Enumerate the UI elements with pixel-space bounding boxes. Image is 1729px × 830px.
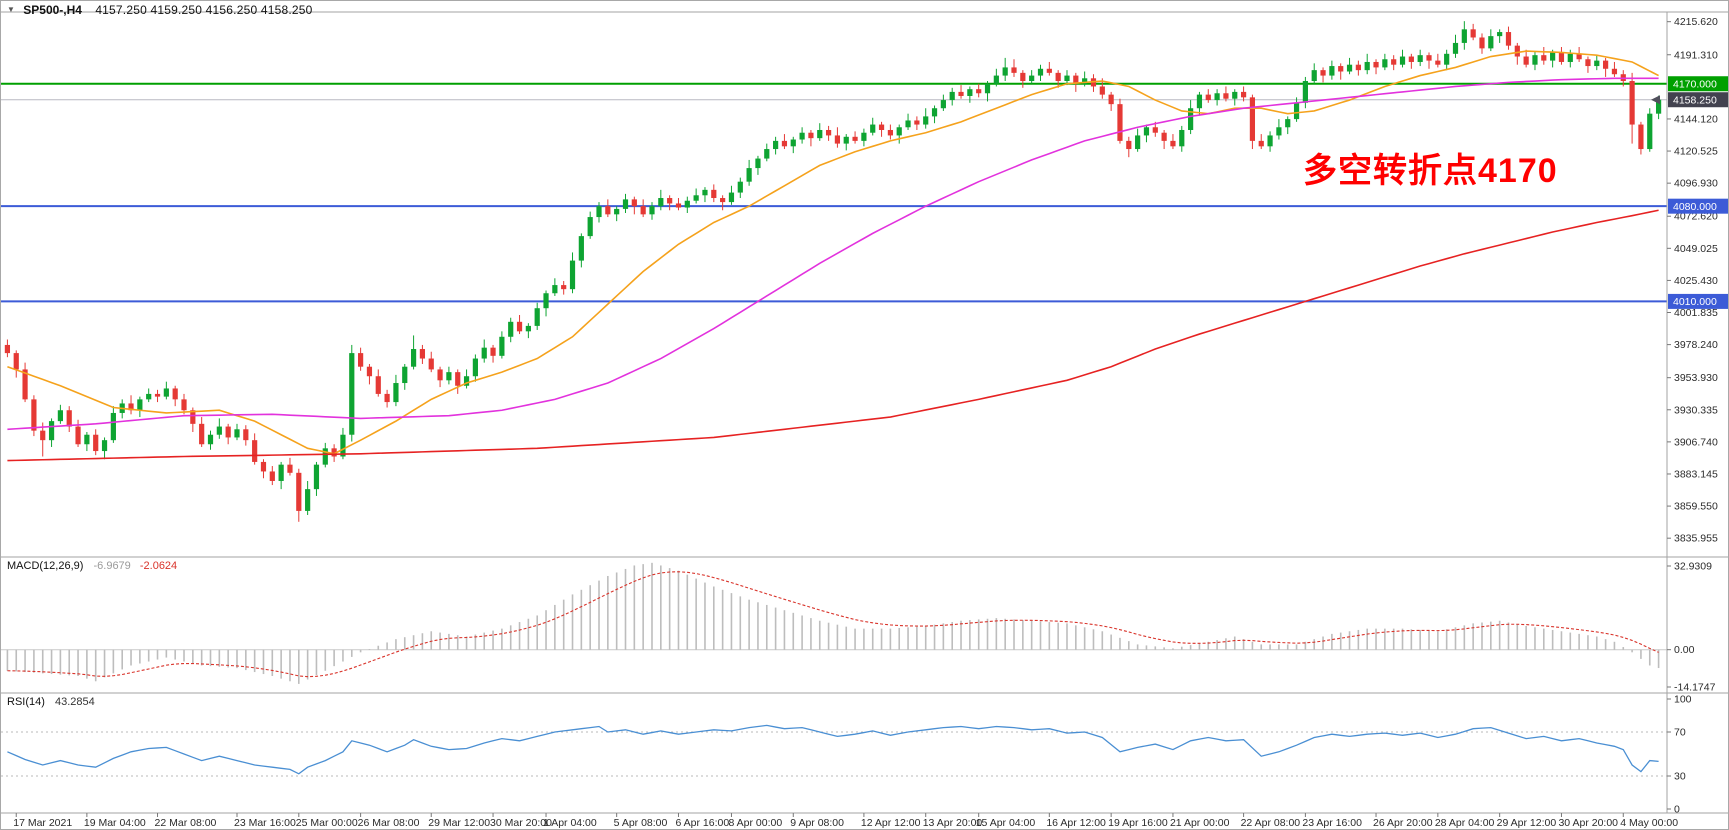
time-axis-label: 15 Apr 04:00 [976,817,1036,829]
last-price-marker [1651,95,1660,105]
price-axis-labels: 4215.620 4191.310 4144.120 4120.525 4096.930… [1667,16,1718,545]
time-axis-label: 1 Apr 04:00 [543,817,597,829]
macd-axis-label: 0.00 [1674,644,1695,656]
rsi-axis-label: 100 [1674,694,1692,706]
time-axis-label: 8 Apr 00:00 [728,817,782,829]
price-axis[interactable] [1667,1,1729,813]
time-axis-label: 23 Apr 16:00 [1302,817,1362,829]
time-axis-label: 17 Mar 2021 [13,817,72,829]
rsi-value: 43.2854 [54,696,95,708]
ohlc-values: 4157.250 4159.250 4156.250 4158.250 [95,3,313,17]
price-axis-label: 3883.145 [1674,468,1718,480]
price-axis-label: 3906.740 [1674,436,1718,448]
price-axis-label: 4025.430 [1674,275,1718,287]
svg-text:4158.250: 4158.250 [1673,95,1717,107]
rsi-axis-label: 70 [1674,727,1686,739]
time-axis-label: 6 Apr 16:00 [675,817,729,829]
time-axis-label: 30 Mar 20:00 [490,817,552,829]
time-axis-label: 22 Apr 08:00 [1241,817,1301,829]
macd-label: MACD(12,26,9) [7,560,84,572]
svg-text:4170.000: 4170.000 [1673,79,1717,91]
price-axis-label: 3978.240 [1674,339,1718,351]
annotation-text[interactable]: 多空转折点4170 [1303,152,1558,190]
time-axis-label: 26 Mar 08:00 [358,817,420,829]
macd-main-value: -6.9679 [93,560,131,572]
macd-signal-value: -2.0624 [139,560,178,572]
price-axis-label: 4120.525 [1674,146,1718,158]
macd-histogram [6,562,1660,684]
time-axis-label: 23 Mar 16:00 [234,817,296,829]
price-axis-label: 4049.025 [1674,243,1718,255]
svg-text:4080.000: 4080.000 [1673,201,1717,213]
time-axis-label: 19 Apr 16:00 [1108,817,1168,829]
price-axis-label: 3930.335 [1674,404,1718,416]
rsi-axis-label: 30 [1674,771,1686,783]
macd-axis-label: -14.1747 [1674,682,1716,694]
price-axis-label: 4072.620 [1674,211,1718,223]
price-tag-4158.250: 4158.250 [1668,92,1728,108]
price-axis-label: 3835.955 [1674,533,1718,545]
macd-axis-label: 32.9309 [1674,561,1712,573]
price-axis-label: 4001.835 [1674,307,1718,319]
time-axis-label: 28 Apr 04:00 [1435,817,1495,829]
candles-layer [4,21,1662,522]
time-axis[interactable] [1,813,1729,830]
rsi-line [7,724,1659,775]
price-axis-label: 4096.930 [1674,178,1718,190]
time-axis-label: 22 Mar 08:00 [155,817,217,829]
ma-fast-orange [7,50,1659,455]
symbol-period-label: SP500-,H4 [23,3,82,17]
time-axis-labels: 17 Mar 2021 19 Mar 04:00 22 Mar 08:00 23 Ma… [13,813,1678,829]
price-tag-4170.000: 4170.000 [1668,76,1728,92]
time-axis-label: 21 Apr 00:00 [1170,817,1230,829]
time-axis-label: 13 Apr 20:00 [923,817,983,829]
rsi-plot-area[interactable] [1,693,1667,813]
price-tag-4010.000: 4010.000 [1668,293,1728,309]
price-axis-label: 3859.550 [1674,501,1718,513]
price-axis-label: 4215.620 [1674,16,1718,28]
time-axis-label: 12 Apr 12:00 [861,817,921,829]
ma-slow-red [7,209,1659,462]
time-axis-label: 29 Apr 12:00 [1497,817,1557,829]
svg-text:4010.000: 4010.000 [1673,296,1717,308]
price-axis-label: 4144.120 [1674,113,1718,125]
time-axis-label: 4 May 00:00 [1620,817,1678,829]
time-axis-label: 26 Apr 20:00 [1373,817,1433,829]
macd-signal-line [7,571,1659,678]
time-axis-label: 25 Mar 00:00 [296,817,358,829]
symbol-dropdown-icon[interactable]: ▼ [7,5,15,14]
rsi-indicator-label: RSI(14) 43.2854 [7,696,95,708]
time-axis-label: 9 Apr 08:00 [790,817,844,829]
price-axis-label: 3953.930 [1674,372,1718,384]
time-axis-label: 19 Mar 04:00 [84,817,146,829]
rsi-axis-label: 0 [1674,804,1680,816]
price-axis-label: 4191.310 [1674,49,1718,61]
price-tag-4080.000: 4080.000 [1668,198,1728,214]
rsi-label: RSI(14) [7,696,45,708]
time-axis-label: 5 Apr 08:00 [614,817,668,829]
macd-plot-area[interactable] [1,557,1667,693]
time-axis-label: 29 Mar 12:00 [428,817,490,829]
time-axis-label: 16 Apr 12:00 [1046,817,1106,829]
chart-title: ▼ SP500-,H4 4157.250 4159.250 4156.250 4… [7,3,313,17]
macd-indicator-label: MACD(12,26,9) -6.9679 -2.0624 [7,560,177,572]
time-axis-label: 30 Apr 20:00 [1558,817,1618,829]
ma-mid-magenta [7,77,1659,431]
